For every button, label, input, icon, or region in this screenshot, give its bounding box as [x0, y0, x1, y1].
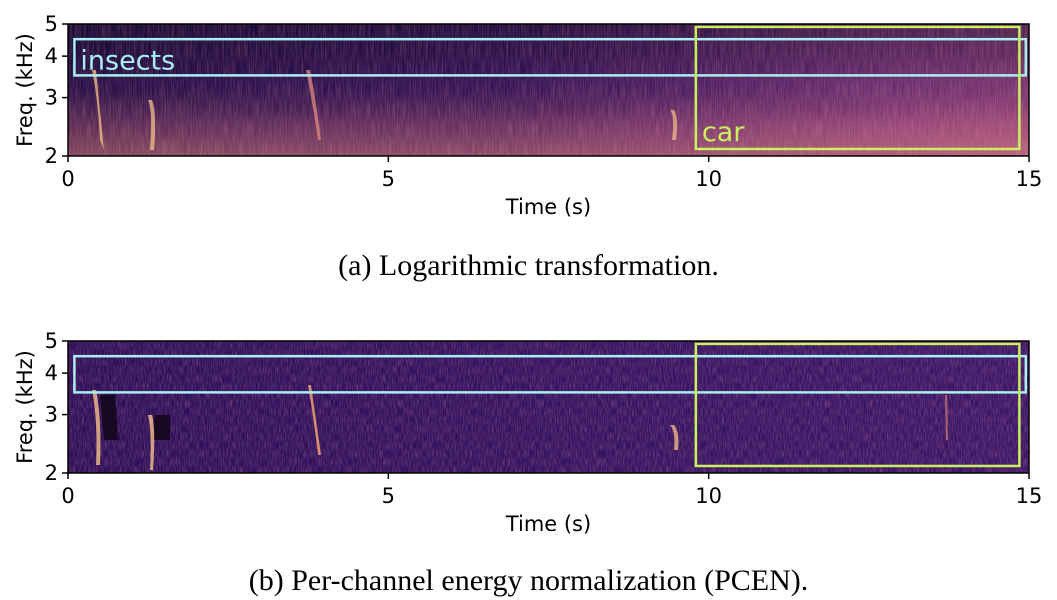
annotation-box	[694, 342, 1021, 468]
figure-caption: (a) Logarithmic transformation.	[338, 249, 719, 282]
x-tick-label: 0	[61, 167, 74, 191]
x-tick-label: 15	[1016, 484, 1043, 508]
y-tick-label: 2	[45, 144, 58, 168]
x-tick-label: 10	[695, 167, 722, 191]
x-tick-label: 5	[382, 167, 395, 191]
x-axis-label: Time (s)	[505, 195, 591, 219]
x-tick-label: 10	[695, 484, 722, 508]
y-tick-label: 5	[45, 12, 58, 36]
spectrogram-image-pcen	[68, 341, 1029, 473]
figure-caption: (b) Per-channel energy normalization (PC…	[249, 564, 809, 597]
x-tick-label: 5	[382, 484, 395, 508]
spectrogram-image-log	[68, 24, 1029, 156]
y-tick-label: 2	[45, 461, 58, 485]
x-tick-label: 15	[1016, 167, 1043, 191]
chart-overlay: 0 5 10 15 2 3 4 5 Time (s) Freq. (kHz) insects car (…	[13, 12, 1042, 597]
y-axis-label: Freq. (kHz)	[13, 350, 37, 464]
x-axis-label: Time (s)	[505, 512, 591, 536]
spectrogram-panel-pcen	[67, 340, 1030, 474]
x-tick-label: 0	[61, 484, 74, 508]
annotation-box	[694, 25, 1021, 151]
y-tick-label: 5	[45, 329, 58, 353]
y-tick-label: 4	[45, 361, 58, 385]
annotation-box	[73, 37, 1028, 77]
y-tick-label: 3	[45, 86, 58, 110]
spectrogram-panel-log	[67, 23, 1030, 157]
y-tick-label: 4	[45, 44, 58, 68]
y-tick-label: 3	[45, 403, 58, 427]
annotation-box	[73, 354, 1028, 394]
annotation-label: insects	[80, 45, 175, 76]
annotation-label: car	[702, 117, 745, 148]
y-axis-label: Freq. (kHz)	[13, 33, 37, 147]
